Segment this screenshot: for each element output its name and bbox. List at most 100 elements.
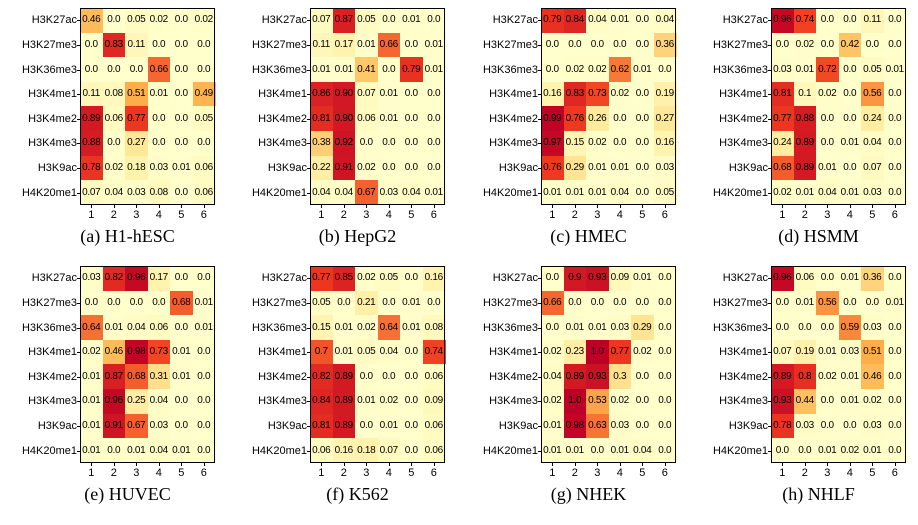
- heatmap-cell: [653, 315, 677, 341]
- heatmap-cell: [541, 413, 564, 439]
- heatmap-cell: [586, 8, 609, 34]
- heatmap-cell: [771, 438, 794, 464]
- column-label: 4: [616, 208, 623, 221]
- heatmap-cell: [883, 364, 907, 390]
- cell-value-label: 0.0: [568, 296, 582, 308]
- heatmap-cell: [102, 389, 126, 415]
- heatmap-cell: [310, 32, 333, 58]
- heatmap-cell: [608, 266, 632, 292]
- cell-value-label: 0.0: [107, 63, 121, 75]
- cell-value-label: 0.25: [127, 395, 146, 407]
- heatmap-cell: [541, 155, 564, 181]
- row-label-h3k27ac: H3K27ac: [261, 14, 307, 27]
- heatmap-cell: [422, 81, 446, 107]
- heatmap-frame: [541, 8, 676, 205]
- cell-value-label: 0.04: [149, 395, 169, 407]
- heatmap-cell: [586, 57, 609, 83]
- x-tick-mark: [91, 204, 93, 208]
- heatmap-cell: [192, 315, 216, 341]
- heatmap-cell: [170, 290, 193, 316]
- y-tick-mark: [77, 327, 80, 329]
- heatmap-cell: [80, 106, 103, 132]
- heatmap-cell: [816, 81, 839, 107]
- x-tick-mark: [388, 204, 390, 208]
- heatmap-cell: [102, 155, 126, 181]
- panel-caption: (c) HMEC: [550, 225, 627, 246]
- x-tick-mark: [343, 462, 345, 466]
- panel-caption: (h) NHLF: [782, 483, 855, 504]
- cell-value-label: 0.89: [82, 112, 101, 124]
- heatmap-cell: [400, 81, 423, 107]
- cell-value-label: 0.59: [840, 321, 860, 333]
- heatmap-cell: [608, 57, 632, 83]
- y-tick-mark: [307, 327, 310, 329]
- cell-value-label: 0.0: [820, 395, 834, 407]
- heatmap-cell: [170, 57, 193, 83]
- cell-value-label: 0.01: [379, 112, 399, 124]
- cell-value-label: 0.82: [104, 272, 124, 284]
- cell-value-label: 0.03: [610, 321, 630, 333]
- heatmap-cell: [793, 155, 817, 181]
- cell-value-label: 0.01: [565, 321, 585, 333]
- cell-value-label: 0.04: [655, 14, 675, 26]
- heatmap-cell: [861, 106, 884, 132]
- cell-value-label: 0.91: [104, 419, 124, 431]
- x-tick-mark: [136, 204, 138, 208]
- column-label: 4: [155, 208, 162, 221]
- cell-value-label: 0.0: [658, 272, 672, 284]
- heatmap-cell: [883, 438, 907, 464]
- cell-value-label: 0.0: [404, 272, 418, 284]
- x-tick-mark: [411, 462, 413, 466]
- heatmap-cell: [608, 81, 632, 107]
- cell-value-label: 0.0: [382, 370, 396, 382]
- cell-value-label: 0.68: [127, 370, 146, 382]
- heatmap-cell: [838, 57, 862, 83]
- heatmap-cell: [541, 339, 564, 365]
- y-tick-mark: [538, 143, 541, 145]
- heatmap-cell: [816, 155, 839, 181]
- cell-value-label: 0.73: [588, 88, 607, 100]
- x-tick-mark: [827, 462, 829, 466]
- heatmap-cell: [400, 266, 423, 292]
- heatmap-cell: [147, 364, 171, 390]
- heatmap-cell: [102, 413, 126, 439]
- heatmap-cell: [170, 389, 193, 415]
- cell-value-label: 0.0: [888, 444, 902, 456]
- heatmap-cell: [861, 180, 884, 206]
- y-tick-mark: [768, 327, 771, 329]
- heatmap-cell: [147, 339, 171, 365]
- cell-value-label: 0.04: [610, 186, 630, 198]
- heatmap-cell: [631, 438, 654, 464]
- y-tick-mark: [538, 352, 541, 354]
- row-label-h3k9ac: H3K9ac: [267, 161, 307, 174]
- heatmap-cell: [192, 131, 216, 157]
- heatmap-cell: [80, 266, 103, 292]
- x-tick-mark: [433, 462, 435, 466]
- heatmap-cell: [377, 315, 401, 341]
- heatmap-cell: [586, 180, 609, 206]
- cell-value-label: 0.44: [795, 395, 815, 407]
- heatmap-cell: [883, 8, 907, 34]
- heatmap-cell: [861, 339, 884, 365]
- x-tick-mark: [804, 204, 806, 208]
- cell-value-label: 0.01: [172, 346, 191, 358]
- cell-value-label: 0.0: [107, 296, 121, 308]
- row-label-h3k4me2: H3K4me2: [719, 370, 768, 383]
- y-tick-mark: [538, 20, 541, 22]
- heatmap-cell: [653, 180, 677, 206]
- heatmap-cell: [422, 8, 446, 34]
- cell-value-label: 0.01: [379, 419, 399, 431]
- heatmap-cell: [400, 155, 423, 181]
- cell-value-label: 0.83: [565, 88, 585, 100]
- heatmap-cell: [793, 180, 817, 206]
- y-tick-mark: [307, 44, 310, 46]
- cell-value-label: 0.08: [424, 321, 444, 333]
- cell-value-label: 0.01: [840, 186, 860, 198]
- heatmap-cell: [793, 339, 817, 365]
- row-label-h4k20me1: H4K20me1: [21, 186, 77, 199]
- heatmap-cell: [377, 389, 401, 415]
- heatmap-cell: [400, 131, 423, 157]
- heatmap-cell: [861, 8, 884, 34]
- cell-value-label: 0.21: [357, 296, 376, 308]
- cell-value-label: 0.16: [334, 444, 354, 456]
